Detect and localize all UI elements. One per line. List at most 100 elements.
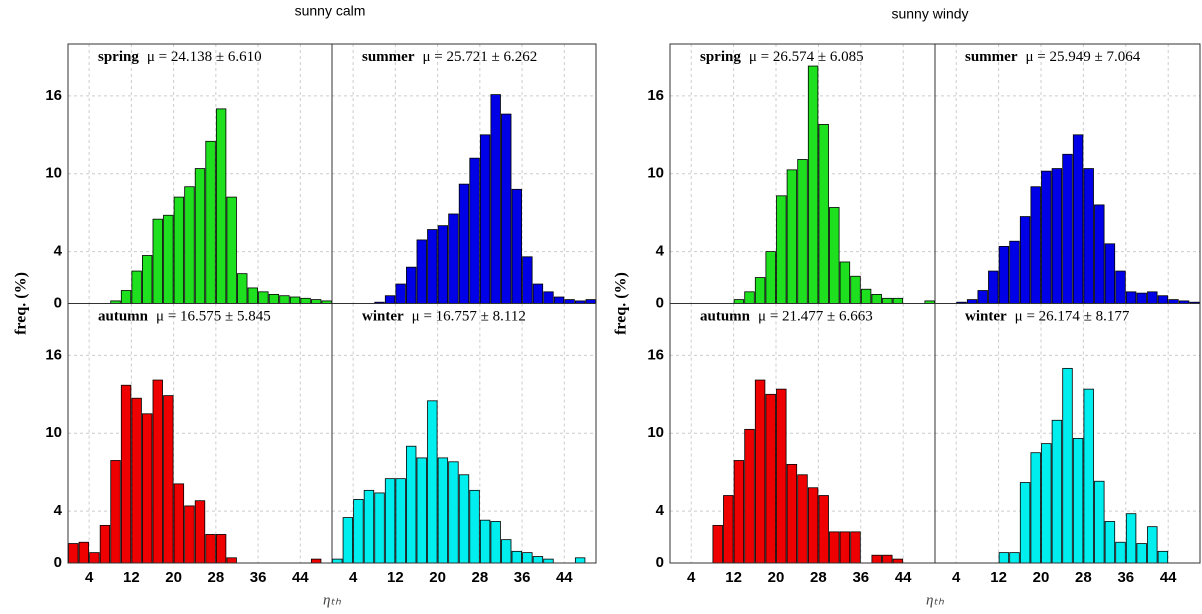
x-tick-label: 28 [810,569,827,586]
bar [1019,482,1031,564]
bar [1041,170,1052,304]
bar [871,554,882,564]
bar [99,524,111,564]
bar [1136,292,1147,304]
panel: winter μ = 26.174 ± 8.177 [934,303,1201,564]
panel-stat: μ = 24.138 ± 6.610 [147,49,262,65]
bar [1125,513,1137,564]
bar [120,384,132,564]
bar [829,207,840,304]
bar [300,297,311,304]
bar [215,108,227,304]
bar [1094,204,1105,304]
x-axis-label: ηₜₕ [323,592,342,608]
panel-season: spring [700,49,741,65]
x-tick-label: 36 [1117,569,1134,586]
x-tick-label: 44 [556,569,573,586]
panel-stat: μ = 16.757 ± 8.112 [412,309,526,325]
bar [490,94,501,304]
panel-stat: μ = 26.574 ± 6.085 [749,49,864,65]
bar [247,287,258,304]
bar [237,273,248,304]
bar [479,134,491,304]
bar [68,543,79,564]
x-tick-label: 44 [1160,569,1177,586]
bar [1094,480,1105,564]
y-tick-label: 16 [647,87,664,104]
panel: autumn μ = 21.477 ± 6.663 [669,303,936,564]
bar [448,213,459,304]
panel-season: summer [965,49,1018,65]
bar [988,270,999,304]
bar [363,489,375,564]
panel-season: winter [965,309,1007,325]
panel-stat: μ = 25.949 ± 7.064 [1026,49,1141,65]
bar [543,558,554,564]
panel-season: autumn [700,309,751,325]
bar [152,379,163,564]
bar [194,168,206,304]
x-tick-label: 4 [349,569,358,586]
bar [131,270,142,304]
bar [1051,168,1063,304]
bar [258,291,269,304]
bar [818,124,829,304]
bar [733,299,745,304]
panel-label: autumn μ = 21.477 ± 6.663 [700,309,873,325]
bar [712,524,723,564]
x-tick-label: 4 [85,569,94,586]
y-axis-label: freq. (%) [613,272,630,335]
bar [152,218,163,304]
x-tick-label: 44 [895,569,912,586]
bar [78,541,90,564]
bar [966,299,978,304]
x-tick-label: 20 [1033,569,1050,586]
bar [310,299,322,304]
bar [998,552,1010,564]
bar [458,183,470,304]
bar [332,558,343,564]
bar [1041,443,1052,564]
bar [977,290,988,304]
panel: spring μ = 26.574 ± 6.085 [669,43,936,304]
bar [765,251,776,304]
bar [1125,291,1137,304]
bar [892,297,904,304]
panel: summer μ = 25.721 ± 6.262 [331,43,597,304]
bar [479,519,491,564]
panel-frame [934,303,1201,564]
bar [807,487,819,564]
bar [543,291,554,304]
bar [120,290,132,304]
bar [754,379,766,564]
bar [511,188,522,304]
bar [1062,367,1073,564]
bar [532,556,544,564]
panel-label: summer μ = 25.949 ± 7.064 [965,49,1141,65]
x-tick-label: 36 [514,569,531,586]
bar [184,505,195,564]
panel-season: spring [98,49,139,65]
bar [89,552,100,564]
bar [469,489,480,564]
x-tick-label: 36 [250,569,267,586]
y-tick-label: 10 [647,424,664,441]
bar [1009,240,1020,304]
bar [574,557,586,564]
bar [427,400,438,564]
figure-title: sunny calm [295,3,366,19]
bar [829,531,840,564]
x-tick-label: 12 [387,569,404,586]
bar [1062,153,1073,304]
y-tick-label: 4 [54,502,63,519]
bar [205,534,216,564]
bar [871,294,882,304]
bar [501,113,512,304]
bar [522,552,533,564]
bar [744,428,755,564]
bar [384,478,396,564]
bar [522,256,533,304]
bar [437,225,449,304]
bar [1030,452,1041,564]
y-tick-label: 0 [54,554,62,571]
